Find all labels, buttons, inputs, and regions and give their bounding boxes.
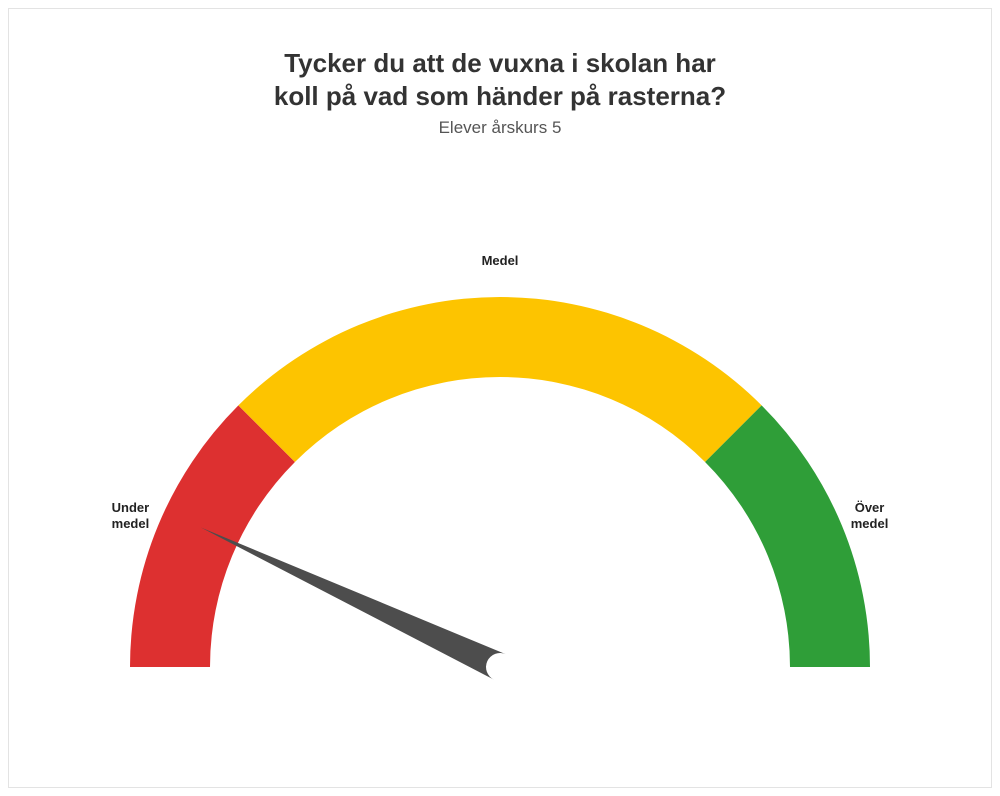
gauge-svg — [60, 197, 940, 747]
gauge-segment-label-1: Medel — [460, 253, 540, 269]
gauge-segment-2 — [705, 405, 870, 667]
title-line-2: koll på vad som händer på rasterna? — [274, 81, 726, 111]
chart-subtitle: Elever årskurs 5 — [9, 118, 991, 138]
chart-title: Tycker du att de vuxna i skolan har koll… — [9, 47, 991, 112]
chart-frame: Tycker du att de vuxna i skolan har koll… — [8, 8, 992, 788]
gauge-segment-0 — [130, 405, 295, 667]
title-block: Tycker du att de vuxna i skolan har koll… — [9, 9, 991, 138]
gauge-segment-1 — [238, 297, 761, 462]
gauge-chart: Under medel Medel Över medel — [60, 197, 940, 747]
gauge-segment-label-0: Under medel — [90, 500, 170, 531]
gauge-segment-label-2: Över medel — [830, 500, 910, 531]
title-line-1: Tycker du att de vuxna i skolan har — [284, 48, 716, 78]
gauge-needle — [201, 528, 506, 680]
